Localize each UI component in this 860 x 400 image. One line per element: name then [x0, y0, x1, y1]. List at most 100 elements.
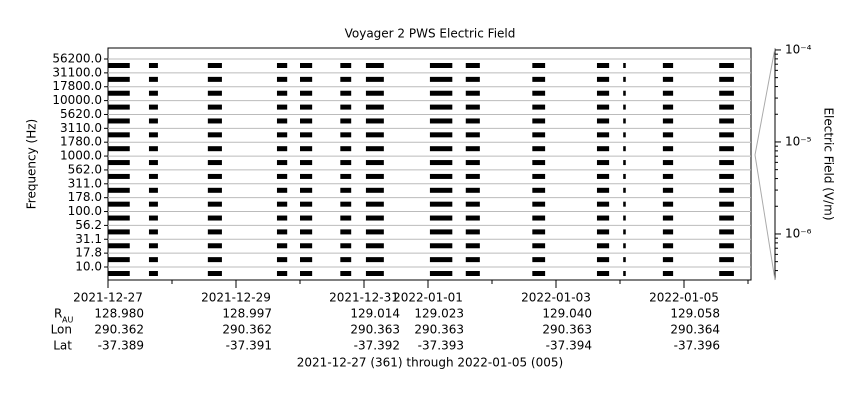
- data-block: [207, 160, 222, 166]
- data-block: [276, 201, 288, 207]
- data-block: [148, 257, 158, 263]
- data-block: [300, 132, 313, 138]
- data-block: [207, 146, 222, 152]
- ephemeris-value: 129.014: [350, 307, 400, 321]
- data-block: [276, 104, 288, 110]
- data-block: [623, 63, 626, 68]
- data-block: [108, 132, 130, 138]
- x-tick-label: 2022-01-03: [521, 291, 591, 305]
- x-tick-label: 2022-01-01: [393, 291, 463, 305]
- data-block: [207, 243, 222, 249]
- data-block: [148, 63, 158, 68]
- ephemeris-label: Lat: [53, 339, 72, 353]
- data-block: [532, 215, 546, 221]
- ephemeris-subscript: AU: [62, 316, 73, 325]
- data-block: [340, 173, 352, 179]
- data-block: [532, 173, 546, 179]
- data-block: [596, 229, 610, 235]
- data-block: [207, 63, 222, 68]
- ephemeris-label: R: [54, 307, 62, 321]
- data-block: [532, 187, 546, 193]
- data-block: [340, 76, 352, 82]
- data-block: [276, 243, 288, 249]
- colorbar-label: Electric Field (V/m): [822, 107, 836, 220]
- data-block: [465, 90, 480, 96]
- data-block: [108, 146, 130, 152]
- data-block: [719, 201, 734, 207]
- data-block: [207, 215, 222, 221]
- data-block: [596, 187, 610, 193]
- data-block: [465, 257, 480, 263]
- colorbar-connector: [754, 154, 776, 281]
- data-block: [340, 63, 352, 68]
- data-block: [662, 132, 674, 138]
- data-block: [623, 90, 626, 96]
- data-block: [365, 104, 384, 110]
- data-block: [623, 215, 626, 221]
- data-block: [276, 132, 288, 138]
- data-block: [623, 173, 626, 179]
- data-block: [662, 76, 674, 82]
- data-block: [340, 104, 352, 110]
- data-block: [300, 201, 313, 207]
- ephemeris-value: -37.391: [226, 339, 272, 353]
- y-tick-label: 17800.0: [52, 79, 102, 93]
- ephemeris-value: -37.396: [674, 339, 720, 353]
- data-block: [300, 271, 313, 276]
- x-tick-label: 2022-01-05: [649, 291, 719, 305]
- data-block: [148, 201, 158, 207]
- data-block: [662, 90, 674, 96]
- data-block: [719, 160, 734, 166]
- data-block: [596, 63, 610, 68]
- data-block: [465, 76, 480, 82]
- data-block: [340, 132, 352, 138]
- data-block: [429, 215, 453, 221]
- data-block: [148, 90, 158, 96]
- y-tick-label: 56.2: [75, 218, 102, 232]
- data-block: [532, 146, 546, 152]
- data-block: [300, 173, 313, 179]
- data-block: [429, 63, 453, 68]
- data-block: [207, 118, 222, 124]
- data-block: [662, 118, 674, 124]
- data-block: [148, 118, 158, 124]
- data-block: [429, 104, 453, 110]
- data-block: [340, 257, 352, 263]
- x-tick-label: 2021-12-29: [201, 291, 271, 305]
- data-block: [207, 271, 222, 276]
- y-tick-label: 31.1: [75, 232, 102, 246]
- data-block: [465, 104, 480, 110]
- y-tick-label: 178.0: [68, 190, 102, 204]
- ephemeris-value: -37.394: [546, 339, 592, 353]
- data-block: [276, 271, 288, 276]
- data-block: [429, 90, 453, 96]
- data-block: [365, 201, 384, 207]
- colorbar-tick-label: 10⁻⁵: [785, 134, 812, 148]
- data-block: [623, 257, 626, 263]
- data-block: [365, 173, 384, 179]
- data-block: [365, 118, 384, 124]
- data-block: [662, 173, 674, 179]
- data-block: [340, 215, 352, 221]
- data-block: [623, 271, 626, 276]
- data-block: [300, 104, 313, 110]
- data-block: [532, 271, 546, 276]
- data-block: [662, 215, 674, 221]
- data-block: [465, 187, 480, 193]
- data-block: [207, 187, 222, 193]
- y-tick-label: 1000.0: [60, 149, 102, 163]
- ephemeris-value: 129.040: [542, 307, 592, 321]
- data-block: [465, 160, 480, 166]
- data-block: [662, 160, 674, 166]
- data-block: [465, 146, 480, 152]
- data-block: [108, 257, 130, 263]
- data-block: [108, 187, 130, 193]
- colorbar-tick-label: 10⁻⁴: [785, 42, 812, 56]
- ephemeris-value: 290.364: [670, 323, 720, 337]
- data-block: [596, 243, 610, 249]
- data-block: [719, 173, 734, 179]
- y-tick-label: 31100.0: [52, 65, 102, 79]
- data-block: [300, 118, 313, 124]
- data-block: [340, 201, 352, 207]
- data-block: [623, 104, 626, 110]
